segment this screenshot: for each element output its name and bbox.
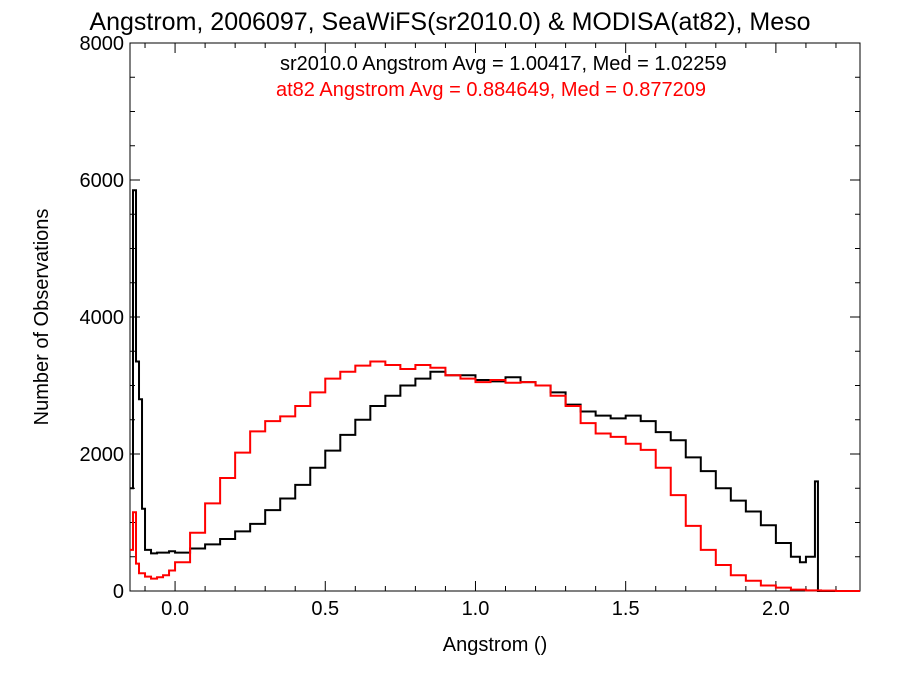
axis-ticks: 0.0 0.5 1.0 1.5 2.0 0 2000 4000 6000 8000 (80, 33, 860, 620)
chart-title: Angstrom, 2006097, SeaWiFS(sr2010.0) & M… (89, 8, 810, 36)
x-tick-label: 0.5 (311, 598, 339, 620)
y-tick-label: 2000 (80, 444, 125, 466)
x-tick-label: 0.0 (161, 598, 189, 620)
x-tick-label: 1.0 (462, 598, 490, 620)
y-tick-label: 0 (113, 581, 124, 603)
plot-frame (129, 42, 861, 592)
series-layer (130, 189, 860, 592)
series-sr2010-line (130, 189, 860, 592)
x-axis-title: Angstrom () (443, 634, 547, 656)
annotation-sr2010: sr2010.0 Angstrom Avg = 1.00417, Med = 1… (280, 53, 727, 75)
y-tick-label: 6000 (80, 170, 125, 192)
x-tick-label: 1.5 (612, 598, 640, 620)
y-tick-label: 8000 (80, 33, 125, 55)
x-tick-label: 2.0 (762, 598, 790, 620)
y-axis-title: Number of Observations (31, 209, 53, 426)
series-at82-line (130, 360, 860, 592)
annotation-at82: at82 Angstrom Avg = 0.884649, Med = 0.87… (276, 79, 706, 101)
y-tick-label: 4000 (80, 307, 125, 329)
